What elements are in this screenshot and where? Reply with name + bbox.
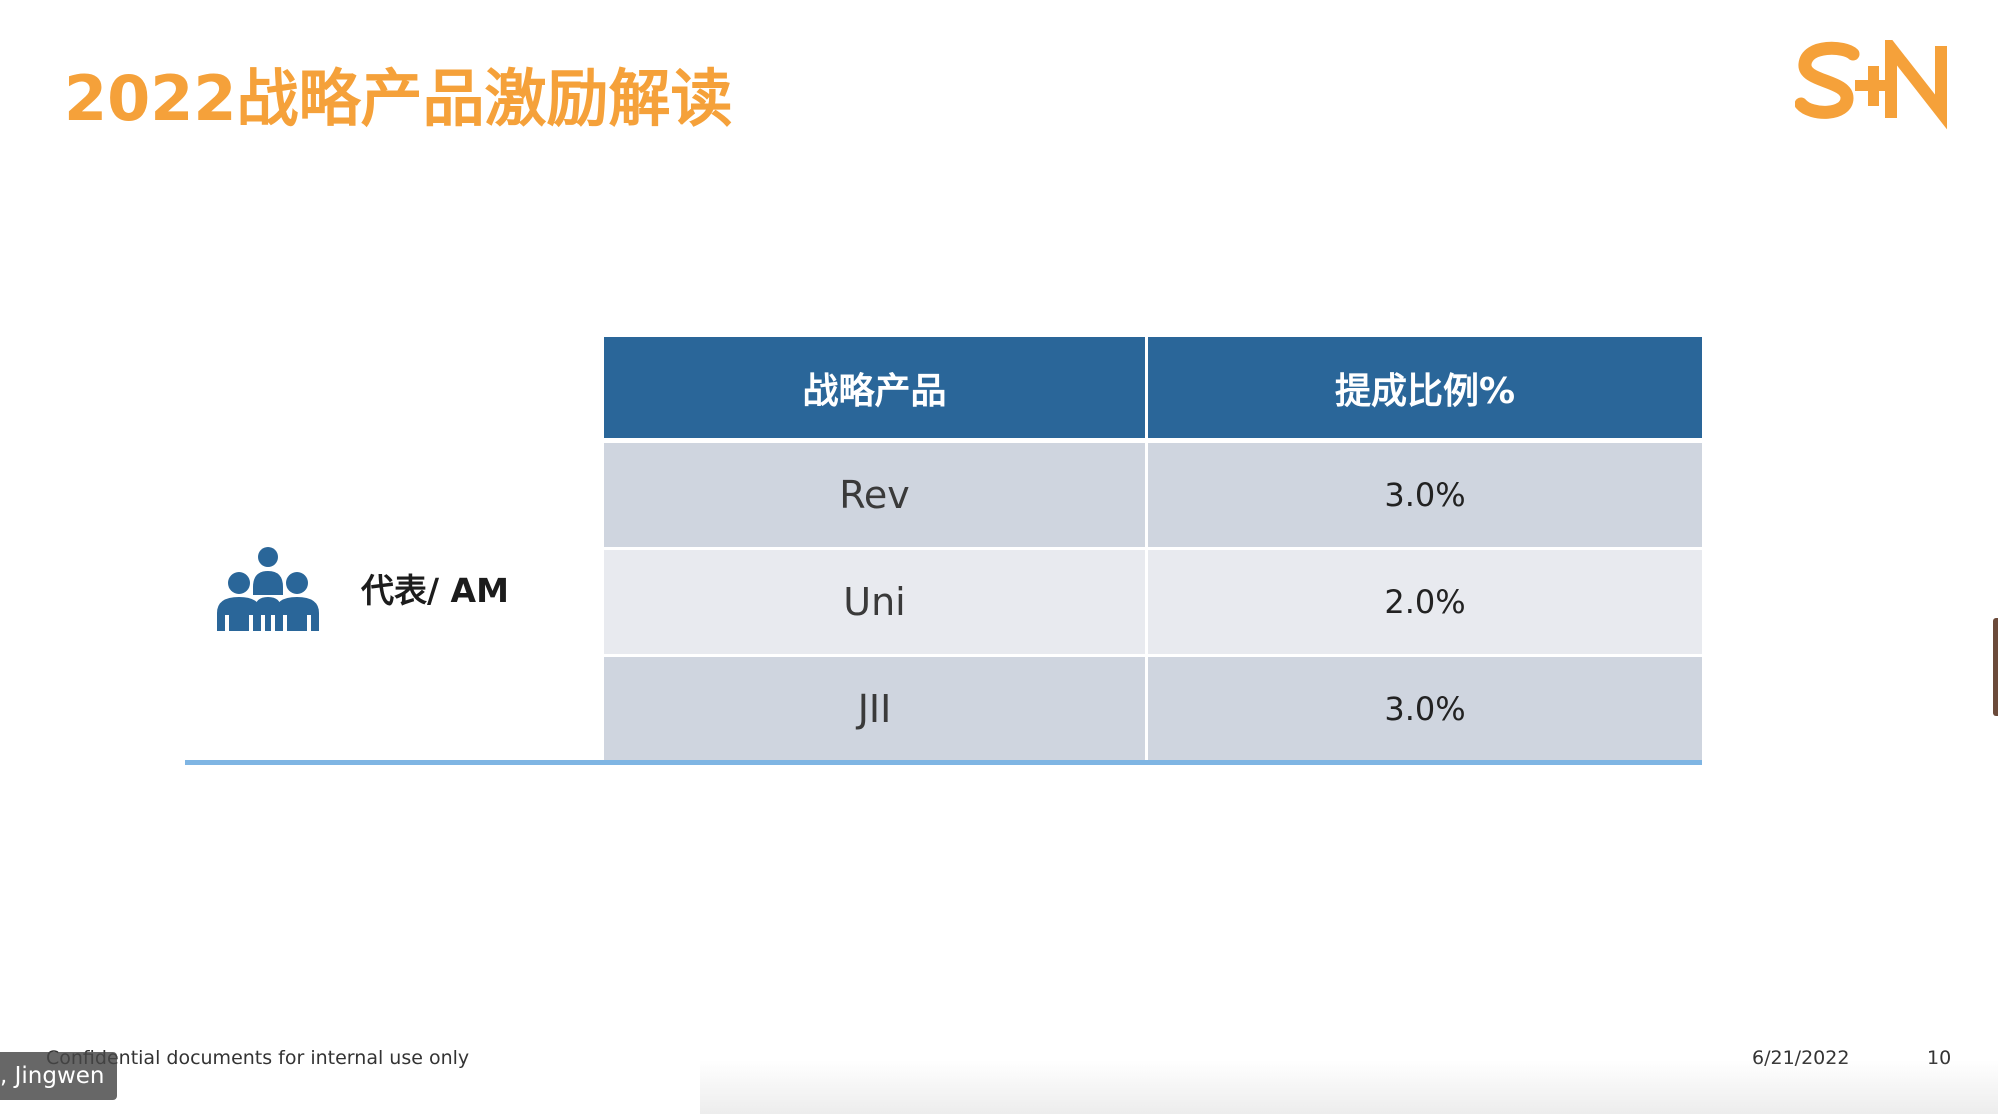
- edge-scroll-handle[interactable]: [1993, 618, 1998, 716]
- role-block: 代表/ AM: [215, 545, 509, 631]
- product-cell: JII: [604, 657, 1145, 761]
- rate-cell: 3.0%: [1148, 657, 1702, 761]
- table-row: Uni 2.0%: [604, 550, 1702, 654]
- table-row: Rev 3.0%: [604, 443, 1702, 547]
- header-product: 战略产品: [604, 337, 1145, 438]
- slide-title: 2022战略产品激励解读: [64, 62, 733, 135]
- product-cell: Uni: [604, 550, 1145, 654]
- rate-cell: 2.0%: [1148, 550, 1702, 654]
- incentive-table: 战略产品 提成比例% Rev 3.0% Uni 2.0% JII 3.0%: [604, 337, 1702, 764]
- people-group-icon: [217, 547, 319, 631]
- rate-cell: 3.0%: [1148, 443, 1702, 547]
- company-logo-icon: [1795, 40, 1947, 130]
- confidential-notice: Confidential documents for internal use …: [46, 1047, 470, 1069]
- table-row: JII 3.0%: [604, 657, 1702, 761]
- participant-name-tag: , Jingwen: [0, 1052, 117, 1100]
- role-label: 代表/ AM: [361, 571, 509, 610]
- table-header-row: 战略产品 提成比例%: [604, 337, 1702, 438]
- product-cell: Rev: [604, 443, 1145, 547]
- table-baseline-divider: [185, 760, 1702, 765]
- bottom-shadow: [700, 1060, 1998, 1114]
- header-rate: 提成比例%: [1148, 337, 1702, 438]
